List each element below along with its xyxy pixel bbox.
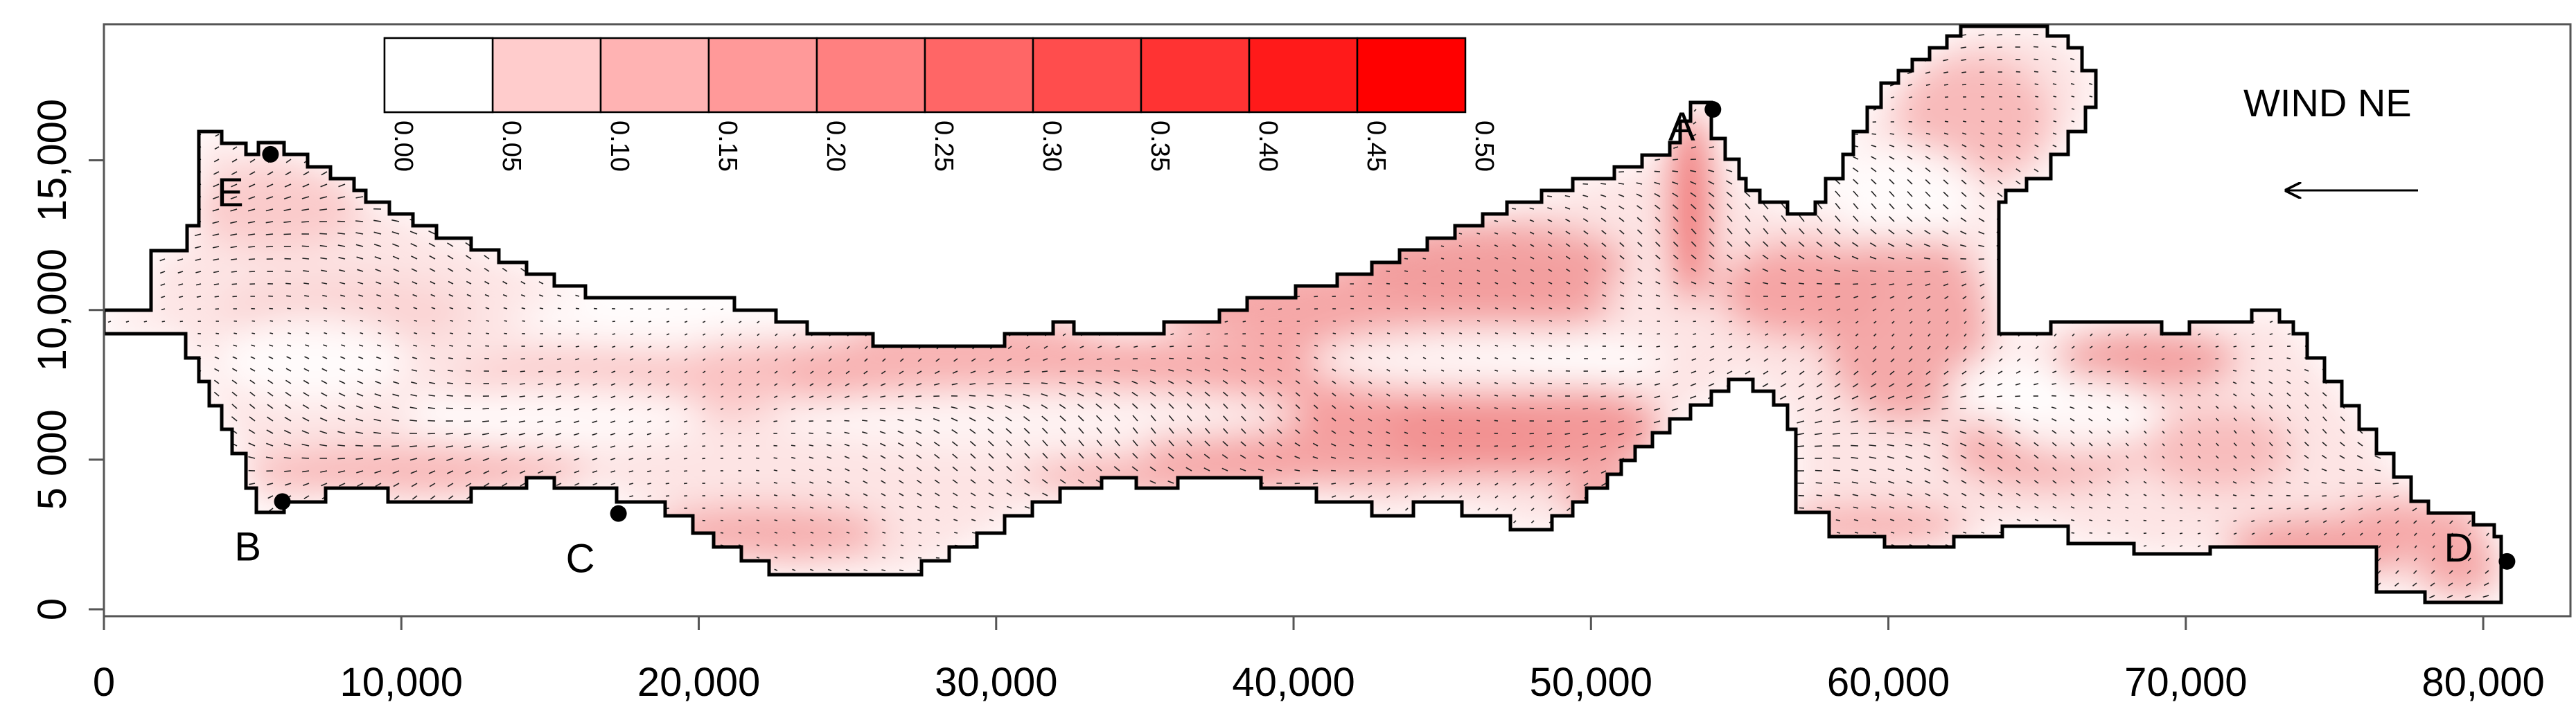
point-marker-b [274, 493, 291, 510]
colorbar-label: 0.50 [1470, 120, 1499, 172]
point-label-a: A [1668, 105, 1695, 150]
x-tick-label: 70,000 [2124, 660, 2247, 705]
point-marker-a [1704, 101, 1722, 118]
x-tick-label: 40,000 [1232, 660, 1355, 705]
colorbar-label: 0.40 [1253, 120, 1282, 172]
colorbar-legend: 0.00 0.05 0.10 0.15 0.20 0.25 0.30 0.35 0.40 0.45… [383, 37, 1499, 172]
colorbar-label: 0.10 [605, 120, 634, 172]
colorbar-label: 0.25 [929, 120, 958, 172]
point-label-d: D [2444, 526, 2473, 571]
colorbar-swatch [1356, 37, 1467, 114]
x-tick-label: 30,000 [935, 660, 1057, 705]
colorbar-label: 0.30 [1037, 120, 1066, 172]
y-tick-label: 5 000 [30, 409, 75, 510]
point-marker-e [262, 145, 279, 163]
colorbar-swatch [707, 37, 818, 114]
point-label-c: C [566, 537, 595, 582]
colorbar-label: 0.35 [1145, 120, 1174, 172]
x-tick-label: 10,000 [340, 660, 463, 705]
x-tick-label: 80,000 [2421, 660, 2544, 705]
colorbar-label: 0.00 [389, 120, 418, 172]
point-marker-d [2498, 553, 2516, 570]
colorbar-swatch [1140, 37, 1251, 114]
colorbar-label: 0.05 [497, 120, 526, 172]
colorbar-swatch [1248, 37, 1359, 114]
colorbar-swatch [924, 37, 1034, 114]
y-tick-label: 0 [30, 598, 75, 620]
y-tick-label: 10,000 [30, 249, 75, 371]
colorbar-swatch [599, 37, 710, 114]
colorbar-label: 0.45 [1361, 120, 1391, 172]
colorbar-swatch [383, 37, 494, 114]
y-tick-label: 15,000 [30, 99, 75, 222]
x-tick-label: 0 [93, 660, 115, 705]
lake-outline [104, 24, 2503, 604]
wind-label: WIND NE [2243, 81, 2412, 125]
point-label-b: B [234, 524, 261, 569]
sample-points: A B C D E [217, 101, 2516, 582]
x-tick-label: 20,000 [637, 660, 760, 705]
colorbar-swatch [491, 37, 602, 114]
y-axis: 0 5 000 10,000 15,000 [30, 99, 105, 620]
x-tick-label: 50,000 [1530, 660, 1652, 705]
wind-indicator: WIND NE [2243, 81, 2418, 190]
point-label-e: E [217, 170, 244, 215]
colorbar-swatch [1032, 37, 1143, 114]
point-marker-c [610, 505, 627, 522]
colorbar-label: 0.20 [821, 120, 850, 172]
x-tick-label: 60,000 [1827, 660, 1950, 705]
colorbar-swatch [815, 37, 926, 114]
colorbar-label: 0.15 [713, 120, 742, 172]
x-axis: 0 10,000 20,000 30,000 40,000 50,000 60,000 70,… [93, 615, 2545, 705]
